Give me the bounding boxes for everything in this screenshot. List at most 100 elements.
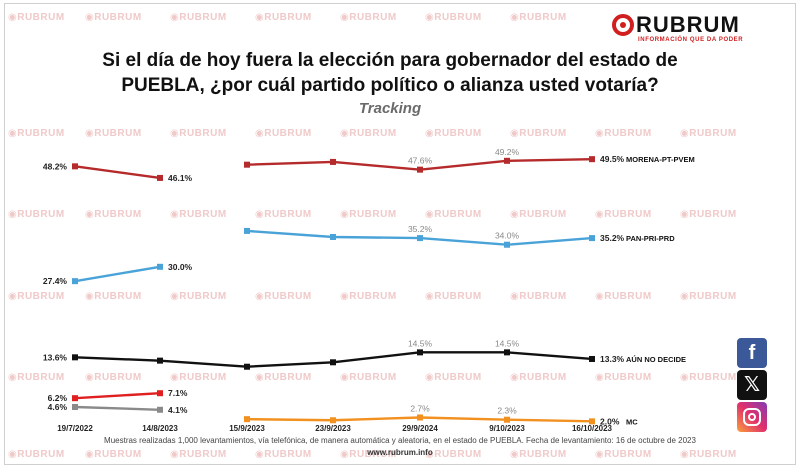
data-label: 7.1% <box>168 388 188 398</box>
data-point <box>72 354 78 361</box>
watermark-text: ◉RUBRUM <box>510 209 567 220</box>
watermark-text: ◉RUBRUM <box>680 372 737 383</box>
data-label: 49.5% <box>600 154 625 164</box>
watermark-text: ◉RUBRUM <box>85 128 142 139</box>
x-tick-label: 15/9/2023 <box>229 424 265 433</box>
watermark-text: ◉RUBRUM <box>85 449 142 460</box>
data-label: 2.3% <box>497 406 517 416</box>
series-line <box>74 405 161 411</box>
instagram-icon <box>743 408 761 426</box>
watermark-text: ◉RUBRUM <box>510 372 567 383</box>
watermark-text: ◉RUBRUM <box>340 291 397 302</box>
data-point <box>589 418 595 425</box>
watermark-text: ◉RUBRUM <box>595 449 652 460</box>
series-1: 27.4%30.0%35.2%34.0% 35.2% PAN-PRI-PRD <box>43 224 675 286</box>
watermark-text: ◉RUBRUM <box>340 209 397 220</box>
watermark-text: ◉RUBRUM <box>8 449 65 460</box>
series-name-label: MORENA-PT-PVEM <box>626 155 695 164</box>
watermark-text: ◉RUBRUM <box>255 209 312 220</box>
watermark-text: ◉RUBRUM <box>425 291 482 302</box>
watermark-text: ◉RUBRUM <box>8 209 65 220</box>
data-point <box>72 278 78 285</box>
series-0: 48.2% 46.1% 47.6% 49.2% 49.5% MORENA-PT-PVEM <box>43 147 695 183</box>
watermark-text: ◉RUBRUM <box>595 209 652 220</box>
watermark-text: ◉RUBRUM <box>680 449 737 460</box>
data-point <box>157 263 163 270</box>
watermark-text: ◉RUBRUM <box>170 12 227 23</box>
watermark-text: ◉RUBRUM <box>255 12 312 23</box>
data-label: 47.6% <box>408 156 433 166</box>
data-point <box>244 161 250 168</box>
data-point <box>504 416 510 423</box>
data-label: 35.2% <box>408 224 433 234</box>
series-name-label: MC <box>626 417 638 426</box>
watermark-text: ◉RUBRUM <box>510 128 567 139</box>
website-link[interactable]: www.rubrum.info <box>367 448 433 457</box>
watermark-text: ◉RUBRUM <box>680 209 737 220</box>
data-label: 35.2% <box>600 233 625 243</box>
watermark-text: ◉RUBRUM <box>510 12 567 23</box>
x-tick-label: 23/9/2023 <box>315 424 351 433</box>
watermark-text: ◉RUBRUM <box>85 372 142 383</box>
title-line-1: Si el día de hoy fuera la elección para … <box>102 50 678 71</box>
data-point <box>504 349 510 356</box>
series-line <box>74 392 161 400</box>
data-point <box>330 359 336 366</box>
watermark-text: ◉RUBRUM <box>85 209 142 220</box>
title-line-2: PUEBLA, ¿por cuál partido político o ali… <box>121 75 659 96</box>
data-point <box>330 417 336 424</box>
watermark-text: ◉RUBRUM <box>170 209 227 220</box>
watermark-text: ◉RUBRUM <box>340 372 397 383</box>
data-point <box>244 363 250 370</box>
data-label: 27.4% <box>43 276 68 286</box>
data-label: 34.0% <box>495 231 520 241</box>
data-label: 6.2% <box>48 393 68 403</box>
data-point <box>417 166 423 173</box>
data-point <box>589 156 595 163</box>
watermark-text: ◉RUBRUM <box>595 372 652 383</box>
data-point <box>72 404 78 411</box>
series-3: 6.2% 7.1% <box>48 388 188 403</box>
data-label: 49.2% <box>495 147 520 157</box>
data-point <box>157 357 163 364</box>
data-label: 2.7% <box>410 403 430 413</box>
watermark-text: ◉RUBRUM <box>425 209 482 220</box>
data-point <box>589 355 595 362</box>
facebook-icon: f <box>748 342 756 364</box>
chart-frame <box>4 3 796 465</box>
watermark-text: ◉RUBRUM <box>510 449 567 460</box>
watermark-text: ◉RUBRUM <box>340 128 397 139</box>
series-4: 4.6% 4.1% <box>48 402 188 415</box>
watermark-text: ◉RUBRUM <box>8 291 65 302</box>
x-button[interactable]: 𝕏 <box>737 370 767 400</box>
x-tick-label: 9/10/2023 <box>489 424 525 433</box>
logo-target-icon <box>612 14 634 36</box>
watermark-text: ◉RUBRUM <box>8 12 65 23</box>
facebook-button[interactable]: f <box>737 338 767 368</box>
watermark-text: ◉RUBRUM <box>340 449 397 460</box>
data-point <box>157 406 163 413</box>
data-label: 4.6% <box>48 402 68 412</box>
data-label: 2.0% <box>600 416 620 426</box>
chart-subtitle: Tracking <box>358 100 422 117</box>
methodology-note: Muestras realizadas 1,000 levantamientos… <box>104 436 696 445</box>
watermark-text: ◉RUBRUM <box>510 291 567 302</box>
data-point <box>244 227 250 234</box>
watermark-text: ◉RUBRUM <box>595 291 652 302</box>
data-label: 48.2% <box>43 161 68 171</box>
watermark-text: ◉RUBRUM <box>255 372 312 383</box>
data-point <box>417 235 423 242</box>
instagram-button[interactable] <box>737 402 767 432</box>
series-line <box>74 165 161 180</box>
watermark-text: ◉RUBRUM <box>255 291 312 302</box>
watermark-text: ◉RUBRUM <box>8 372 65 383</box>
data-point <box>417 414 423 421</box>
data-point <box>504 241 510 248</box>
data-point <box>244 416 250 423</box>
logo-brand: RUBRUM <box>636 12 740 37</box>
data-label: 13.6% <box>43 352 68 362</box>
data-point <box>72 395 78 402</box>
watermark-text: ◉RUBRUM <box>680 291 737 302</box>
data-point <box>504 157 510 164</box>
data-label: 46.1% <box>168 173 193 183</box>
